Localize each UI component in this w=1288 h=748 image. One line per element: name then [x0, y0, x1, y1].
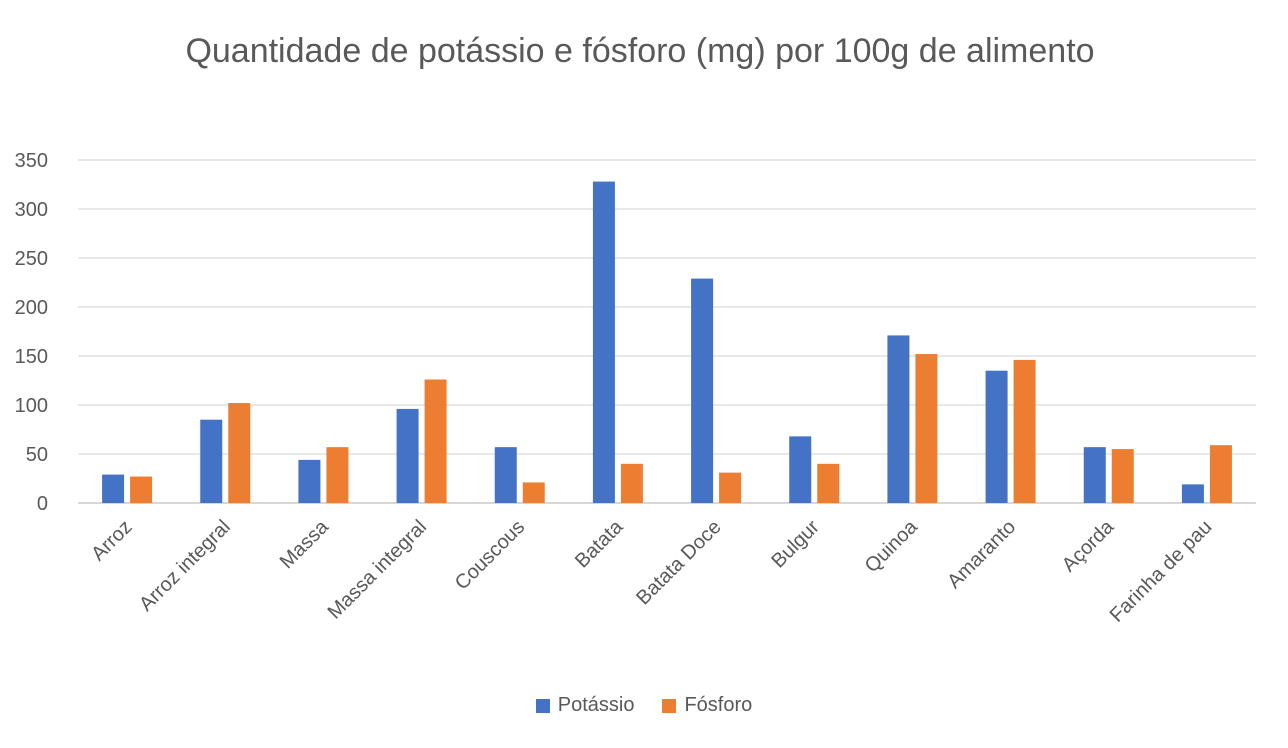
- chart-title: Quantidade de potássio e fósforo (mg) po…: [185, 32, 1095, 70]
- legend-item-potassio: Potássio: [535, 694, 635, 717]
- y-tick-label: 100: [15, 395, 48, 417]
- x-tick-label: Amaranto: [943, 516, 1020, 593]
- bar-potassio: [396, 408, 419, 503]
- x-tick-label: Massa integral: [324, 516, 432, 624]
- x-tick-label: Quinoa: [861, 515, 923, 577]
- legend-label-fosforo: Fósforo: [684, 694, 753, 716]
- legend-swatch-fosforo: [662, 698, 677, 713]
- legend-label-potassio: Potássio: [557, 694, 635, 716]
- bar-potassio: [691, 278, 714, 503]
- y-tick-label: 150: [15, 346, 48, 368]
- bar-fosforo: [915, 354, 938, 503]
- y-tick-label: 0: [37, 493, 48, 515]
- bar-potassio: [1181, 484, 1204, 503]
- bar-fosforo: [424, 379, 447, 503]
- x-tick-label: Batata: [571, 515, 628, 572]
- gridlines: [78, 159, 1256, 504]
- bar-fosforo: [817, 463, 840, 503]
- bar-potassio: [887, 335, 910, 503]
- bar-potassio: [789, 436, 812, 503]
- y-tick-label: 300: [15, 199, 48, 221]
- bar-potassio: [298, 459, 321, 503]
- bar-fosforo: [1013, 359, 1036, 503]
- x-tick-label: Massa: [276, 515, 334, 573]
- x-tick-label: Batata Doce: [632, 516, 725, 609]
- bar-potassio: [200, 419, 223, 503]
- legend-swatch-potassio: [535, 698, 550, 713]
- y-tick-label: 250: [15, 248, 48, 270]
- bar-fosforo: [228, 403, 251, 503]
- bars: [102, 181, 1232, 503]
- bar-potassio: [494, 447, 517, 503]
- x-tick-label: Couscous: [451, 516, 529, 594]
- bar-potassio: [592, 181, 615, 503]
- x-tick-label: Bulgur: [767, 516, 824, 573]
- bar-fosforo: [326, 447, 349, 503]
- x-tick-label: Açorda: [1058, 515, 1119, 576]
- bar-fosforo: [1111, 449, 1134, 503]
- bar-fosforo: [522, 482, 545, 503]
- bar-potassio: [985, 370, 1008, 503]
- y-tick-label: 200: [15, 297, 48, 319]
- bar-fosforo: [620, 463, 643, 503]
- y-tick-label: 350: [15, 150, 48, 172]
- bar-potassio: [1083, 447, 1106, 503]
- bar-potassio: [102, 474, 125, 503]
- bar-fosforo: [130, 476, 153, 503]
- y-axis-tick-labels: 0 50 100 150 200 250 300 350: [15, 150, 48, 515]
- x-tick-label: Farinha de pau: [1106, 516, 1217, 627]
- x-tick-label: Arroz integral: [135, 516, 235, 616]
- legend: Potássio Fósforo: [0, 694, 1288, 717]
- bar-fosforo: [719, 472, 742, 503]
- x-tick-label: Arroz: [87, 516, 136, 565]
- y-tick-label: 50: [26, 444, 48, 466]
- bar-fosforo: [1209, 445, 1232, 503]
- legend-item-fosforo: Fósforo: [662, 694, 752, 717]
